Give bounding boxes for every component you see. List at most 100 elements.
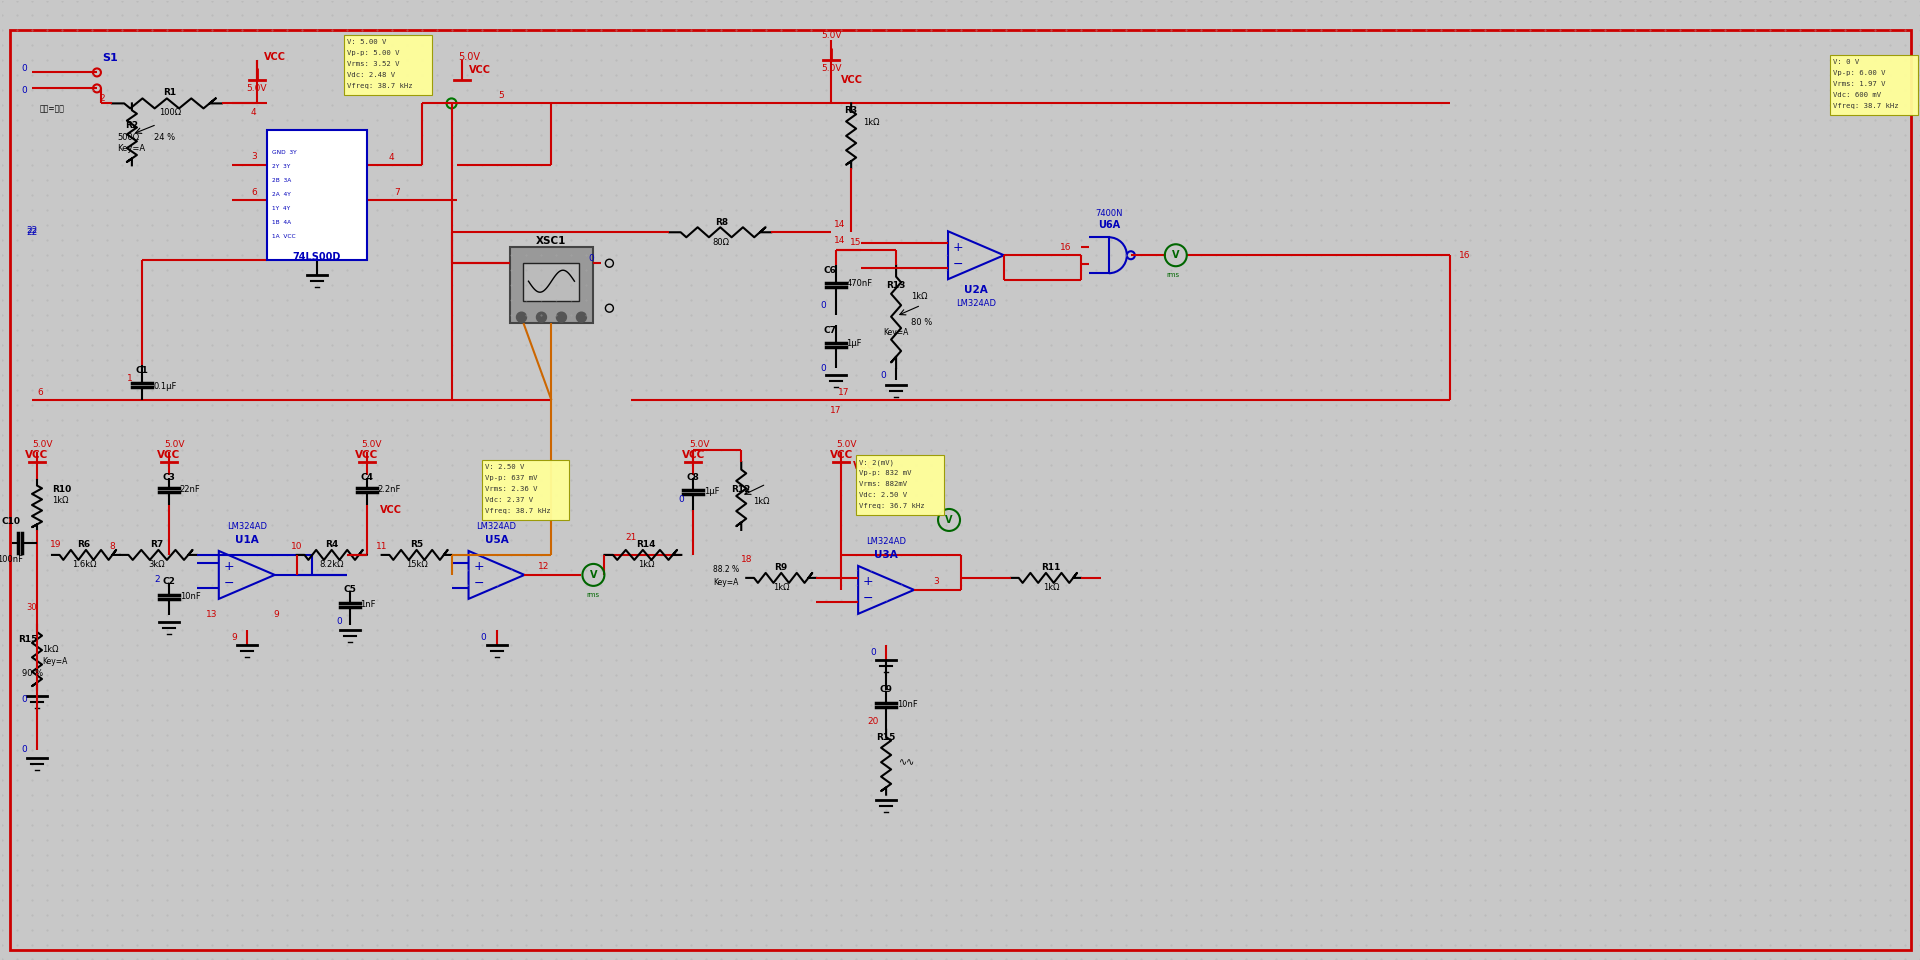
Text: 3kΩ: 3kΩ (148, 561, 165, 569)
Text: 24 %: 24 % (154, 132, 175, 142)
Text: VCC: VCC (468, 65, 490, 76)
Text: S1: S1 (102, 54, 117, 63)
Text: LM324AD: LM324AD (227, 522, 267, 532)
Text: R12: R12 (732, 486, 751, 494)
Text: R3: R3 (845, 106, 858, 115)
Text: 按键=空格: 按键=空格 (40, 104, 65, 113)
Text: 8.2kΩ: 8.2kΩ (319, 561, 344, 569)
Text: 0: 0 (820, 364, 826, 372)
Text: 12: 12 (538, 563, 549, 571)
Text: 0: 0 (21, 695, 27, 705)
Text: Vp-p: 637 mV: Vp-p: 637 mV (484, 475, 538, 481)
Text: 1μF: 1μF (847, 339, 862, 348)
Text: 90 %: 90 % (21, 669, 42, 679)
Text: R6: R6 (77, 540, 90, 549)
Text: 0: 0 (589, 253, 595, 263)
Text: 17: 17 (831, 405, 841, 415)
Text: U2A: U2A (964, 285, 989, 296)
Text: 80Ω: 80Ω (712, 238, 730, 247)
Text: 14: 14 (833, 220, 845, 228)
Text: 0: 0 (678, 495, 684, 504)
Text: +: + (952, 241, 964, 253)
Text: Vdc: 2.37 V: Vdc: 2.37 V (484, 497, 532, 503)
Text: 1μF: 1μF (705, 488, 720, 496)
Text: 1kΩ: 1kΩ (864, 118, 879, 127)
Text: C5: C5 (344, 586, 355, 594)
Text: 1: 1 (127, 373, 132, 383)
Text: 1kΩ: 1kΩ (52, 496, 69, 506)
Text: Vp-p: 832 mV: Vp-p: 832 mV (858, 470, 912, 476)
Text: Vrms: 2.36 V: Vrms: 2.36 V (484, 486, 538, 492)
Text: VCC: VCC (682, 450, 705, 460)
Text: 0: 0 (21, 85, 27, 95)
Text: 2B  3A: 2B 3A (273, 178, 292, 182)
Text: C10: C10 (2, 517, 19, 526)
Bar (344, 36, 432, 95)
Text: 1B  4A: 1B 4A (273, 220, 290, 225)
Text: 30: 30 (27, 604, 36, 612)
Text: Vfreq: 38.7 kHz: Vfreq: 38.7 kHz (484, 508, 551, 514)
Text: 5.0V: 5.0V (822, 64, 841, 74)
Text: C8: C8 (687, 472, 699, 482)
Text: GND  3Y: GND 3Y (273, 150, 296, 155)
Text: −: − (474, 577, 484, 590)
Text: 1kΩ: 1kΩ (42, 645, 58, 655)
Text: 5.0V: 5.0V (33, 440, 52, 448)
Text: R13: R13 (887, 280, 906, 290)
Bar (482, 460, 570, 520)
Text: 16: 16 (1459, 251, 1471, 260)
Text: 2: 2 (100, 94, 106, 103)
Text: 0: 0 (870, 648, 876, 658)
Text: 5.0V: 5.0V (459, 53, 480, 62)
Text: C1: C1 (136, 366, 148, 374)
Text: R11: R11 (1041, 564, 1060, 572)
Text: 5: 5 (499, 91, 505, 100)
Text: C7: C7 (824, 325, 835, 335)
Text: 13: 13 (205, 611, 217, 619)
Text: 0: 0 (21, 64, 27, 73)
Text: +: + (472, 561, 484, 573)
Text: V: 0 V: V: 0 V (1834, 60, 1859, 65)
Text: 4: 4 (252, 108, 257, 117)
Text: 500Ω: 500Ω (117, 132, 138, 142)
Text: U5A: U5A (484, 535, 509, 545)
Text: 5.0V: 5.0V (822, 31, 841, 40)
Text: 100Ω: 100Ω (159, 108, 180, 117)
Text: R4: R4 (324, 540, 338, 549)
Text: R15: R15 (17, 636, 36, 644)
Circle shape (516, 312, 526, 323)
Text: rms: rms (1165, 273, 1179, 278)
Text: 80 %: 80 % (912, 318, 933, 326)
Text: C3: C3 (163, 472, 175, 482)
Text: R10: R10 (52, 486, 71, 494)
Text: 1Y  4Y: 1Y 4Y (273, 205, 290, 211)
Circle shape (576, 312, 586, 323)
Text: Vp-p: 5.00 V: Vp-p: 5.00 V (348, 51, 399, 57)
Text: U1A: U1A (234, 535, 259, 545)
Text: VCC: VCC (852, 461, 876, 471)
Text: 10nF: 10nF (897, 700, 918, 709)
Text: 1kΩ: 1kΩ (753, 497, 770, 507)
Text: V: 2.50 V: V: 2.50 V (484, 464, 524, 470)
Text: 5.0V: 5.0V (689, 440, 710, 448)
Text: Key=A: Key=A (42, 658, 67, 666)
Text: LM324AD: LM324AD (866, 538, 906, 546)
Text: XSC1: XSC1 (536, 236, 566, 247)
Text: R14: R14 (637, 540, 657, 549)
Text: 9: 9 (275, 611, 280, 619)
Text: VCC: VCC (355, 450, 378, 460)
Text: +: + (862, 575, 874, 588)
Text: Vfreq: 38.7 kHz: Vfreq: 38.7 kHz (348, 84, 413, 89)
Text: +: + (223, 561, 234, 573)
Text: V: 2(mV): V: 2(mV) (858, 459, 895, 466)
Text: V: 5.00 V: V: 5.00 V (348, 39, 386, 45)
Text: 9: 9 (230, 634, 236, 642)
Text: 1kΩ: 1kΩ (912, 292, 927, 300)
Text: VCC: VCC (263, 53, 286, 62)
Circle shape (557, 312, 566, 323)
Text: R8: R8 (714, 218, 728, 227)
Bar (524, 263, 580, 301)
Text: 22: 22 (27, 226, 38, 235)
Text: Vrms: 1.97 V: Vrms: 1.97 V (1834, 82, 1885, 87)
Text: 10nF: 10nF (180, 592, 200, 601)
